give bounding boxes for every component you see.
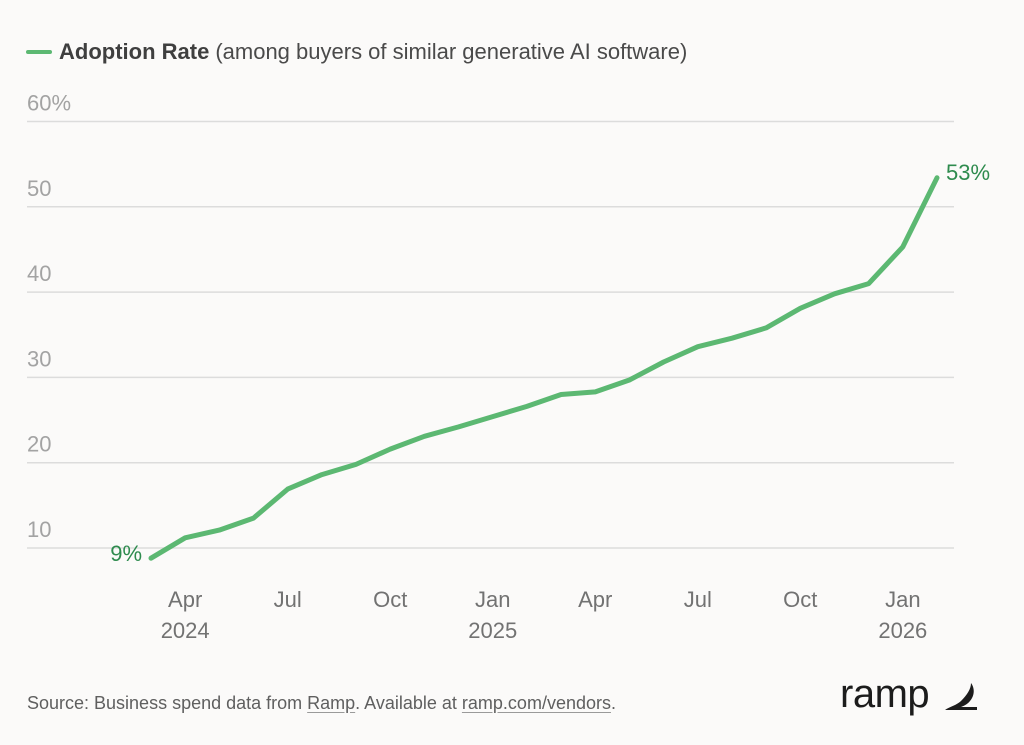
series-line-adoption-rate [148,175,940,561]
x-tick-label: Jul [274,587,302,612]
source-suffix: . [610,693,616,713]
x-axis-ticks: Apr 2024 Jul Oct Jan 2025 Apr Jul Oct Jan 2026 [161,587,928,643]
x-tick-label: Jan [475,587,510,612]
x-tick-label: Oct [373,587,407,612]
source-prefix: Source: Business spend data from [27,693,308,713]
source-middle: . Available at [355,693,462,713]
x-tick-label: Jan [885,587,920,612]
gridlines [27,120,954,549]
start-value-label: 9% [110,541,142,566]
brand-logo: ramp [840,672,979,717]
x-tick-sublabel: 2024 [161,618,210,643]
y-axis-ticks: 10 20 30 40 50 60% [27,91,71,543]
legend-swatch [26,50,52,54]
x-tick-sublabel: 2026 [878,618,927,643]
x-tick-sublabel: 2025 [468,618,517,643]
x-tick-label: Jul [684,587,712,612]
y-tick-label: 40 [27,261,51,286]
ramp-link[interactable]: Ramp [307,693,356,713]
legend-series-label: Adoption Rate [59,39,210,64]
y-tick-label: 50 [27,176,51,201]
ramp-logo-icon [945,682,978,710]
y-tick-label: 60% [27,91,71,116]
annotations: 9% 53% [110,160,990,566]
legend-series-note: (among buyers of similar generative AI s… [215,39,688,64]
x-tick-label: Apr [578,587,612,612]
series-lines [148,175,940,561]
vendors-link[interactable]: ramp.com/vendors [461,693,611,713]
x-tick-label: Oct [783,587,817,612]
end-value-label: 53% [946,160,990,185]
x-tick-label: Apr [168,587,202,612]
line-chart: 10 20 30 40 50 60% Apr 2024 Jul Oct Jan 2025 Apr Jul… [27,91,990,643]
brand-name: ramp [840,672,930,716]
chart-legend: Adoption Rate (among buyers of similar g… [26,39,687,65]
y-tick-label: 10 [27,517,51,542]
y-tick-label: 30 [27,346,51,371]
source-footer: Source: Business spend data from Ramp. A… [27,693,616,714]
y-tick-label: 20 [27,432,51,457]
